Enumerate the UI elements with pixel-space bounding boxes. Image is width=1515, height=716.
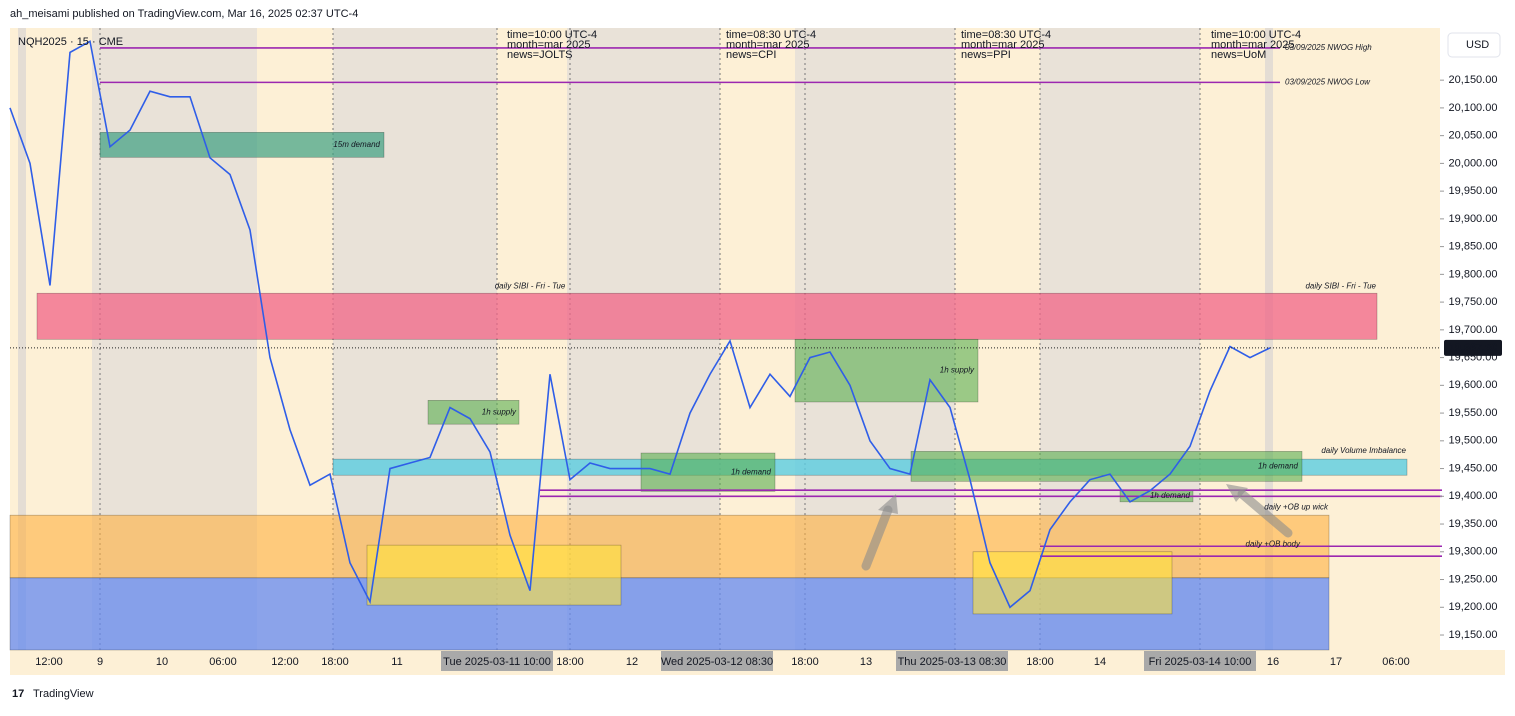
y-tick-label: 19,400.00 <box>1449 490 1498 502</box>
news-annotation: news=UoM <box>1211 49 1266 61</box>
publisher: ah_meisami published on TradingView.com,… <box>10 8 358 20</box>
y-tick-label: 19,900.00 <box>1449 213 1498 225</box>
zone-label: daily SIBI - Fri - Tue <box>1305 281 1376 290</box>
x-tick-label: 18:00 <box>321 656 349 668</box>
y-tick-label: 19,600.00 <box>1449 379 1498 391</box>
y-tick-label: 19,200.00 <box>1449 601 1498 613</box>
zone-label: daily SIBI - Fri - Tue <box>495 281 566 290</box>
arrow <box>1237 489 1293 538</box>
level-label: daily +OB up wick <box>1264 502 1329 511</box>
zone-label: 1h demand <box>731 467 772 476</box>
news-annotation: news=JOLTS <box>507 49 573 61</box>
y-tick-label: 19,800.00 <box>1449 268 1498 280</box>
x-label-highlight <box>441 651 553 671</box>
brand: TradingView <box>33 688 94 700</box>
y-tick-label: 19,850.00 <box>1449 241 1498 253</box>
y-tick-label: 20,150.00 <box>1449 74 1498 86</box>
news-annotation: time=10:00 UTC-4 <box>507 29 597 41</box>
symbol: NQH2025 · 15 · CME <box>18 36 123 48</box>
zone-label: 1h supply <box>482 407 517 416</box>
zone-label: 1h demand <box>1258 461 1299 470</box>
x-tick-label: 18:00 <box>791 656 819 668</box>
news-annotation: month=mar 2025 <box>507 39 590 51</box>
x-tick-label: 12:00 <box>35 656 63 668</box>
x-label-highlight <box>1144 651 1256 671</box>
zone-label: daily +OB body <box>1246 540 1301 549</box>
x-tick-label: 17 <box>1330 656 1342 668</box>
zone <box>36 292 1378 340</box>
x-tick-label: 06:00 <box>209 656 237 668</box>
y-tick-label: 19,500.00 <box>1449 435 1498 447</box>
x-tick-label: Tue 2025-03-11 10:00 <box>443 656 551 668</box>
logo: 17 <box>12 688 24 700</box>
zone-label: 1h demand <box>1150 491 1191 500</box>
news-annotation: month=mar 2025 <box>1211 39 1294 51</box>
arrow-head <box>1226 484 1248 502</box>
zone <box>910 451 1303 482</box>
news-annotation: month=mar 2025 <box>726 39 809 51</box>
arrows <box>861 484 1293 571</box>
x-tick-label: 06:00 <box>1382 656 1410 668</box>
arrow <box>861 505 893 571</box>
x-tick-label: Thu 2025-03-13 08:30 <box>898 656 1007 668</box>
news-annotation: month=mar 2025 <box>961 39 1044 51</box>
x-tick-label: 18:00 <box>1026 656 1054 668</box>
zone <box>972 551 1173 615</box>
y-tick-label: 19,250.00 <box>1449 573 1498 585</box>
last-price-label: 19,667.50 <box>1449 342 1498 354</box>
y-tick-label: 19,700.00 <box>1449 324 1498 336</box>
y-tick-label: 19,150.00 <box>1449 629 1498 641</box>
news-annotation: time=08:30 UTC-4 <box>726 29 816 41</box>
x-tick-label: 14 <box>1094 656 1106 668</box>
news-annotation: time=08:30 UTC-4 <box>961 29 1051 41</box>
x-tick-label: 11 <box>391 656 402 668</box>
zone-label: 1h supply <box>940 366 975 375</box>
price-line <box>9 40 1271 609</box>
arrow-head <box>878 494 898 514</box>
news-annotation: time=10:00 UTC-4 <box>1211 29 1301 41</box>
last-price-box <box>1444 339 1502 356</box>
zone-label: daily Volume Imbalance <box>1321 446 1406 455</box>
x-tick-label: 9 <box>97 656 103 668</box>
zone <box>366 544 622 606</box>
x-tick-label: 10 <box>156 656 168 668</box>
zone <box>99 132 385 158</box>
y-tick-label: 19,300.00 <box>1449 546 1498 558</box>
x-tick-label: 12 <box>626 656 638 668</box>
x-label-highlight <box>661 651 773 671</box>
y-tick-label: 19,750.00 <box>1449 296 1498 308</box>
overlay: daily +OB body daily SIBI - Fri - Tue dail… <box>35 29 1502 671</box>
y-tick-label: 19,550.00 <box>1449 407 1498 419</box>
plot <box>9 40 1442 651</box>
x-tick-label: Wed 2025-03-12 08:30 <box>661 656 773 668</box>
y-tick-label: 19,950.00 <box>1449 185 1498 197</box>
level-label: 03/09/2025 NWOG High <box>1285 43 1372 52</box>
x-tick-label: Fri 2025-03-14 10:00 <box>1149 656 1252 668</box>
x-tick-label: 12:00 <box>271 656 299 668</box>
zone-label: 15m demand <box>333 140 380 149</box>
y-tick-label: 20,100.00 <box>1449 102 1498 114</box>
x-label-highlight <box>896 651 1008 671</box>
x-tick-label: 13 <box>860 656 872 668</box>
currency[interactable]: USD <box>1466 39 1489 51</box>
x-tick-label: 18:00 <box>556 656 584 668</box>
news-annotation: news=PPI <box>961 49 1011 61</box>
session-band <box>18 28 26 650</box>
y-tick-label: 20,050.00 <box>1449 130 1498 142</box>
currency-button[interactable] <box>1447 32 1501 58</box>
price-axis <box>1440 28 1505 650</box>
y-tick-label: 19,450.00 <box>1449 462 1498 474</box>
y-tick-label: 19,350.00 <box>1449 518 1498 530</box>
news-annotation: news=CPI <box>726 49 776 61</box>
zone <box>794 338 979 403</box>
y-tick-label: 20,000.00 <box>1449 157 1498 169</box>
level-label: 03/09/2025 NWOG Low <box>1285 77 1371 86</box>
x-tick-label: 16 <box>1267 656 1279 668</box>
